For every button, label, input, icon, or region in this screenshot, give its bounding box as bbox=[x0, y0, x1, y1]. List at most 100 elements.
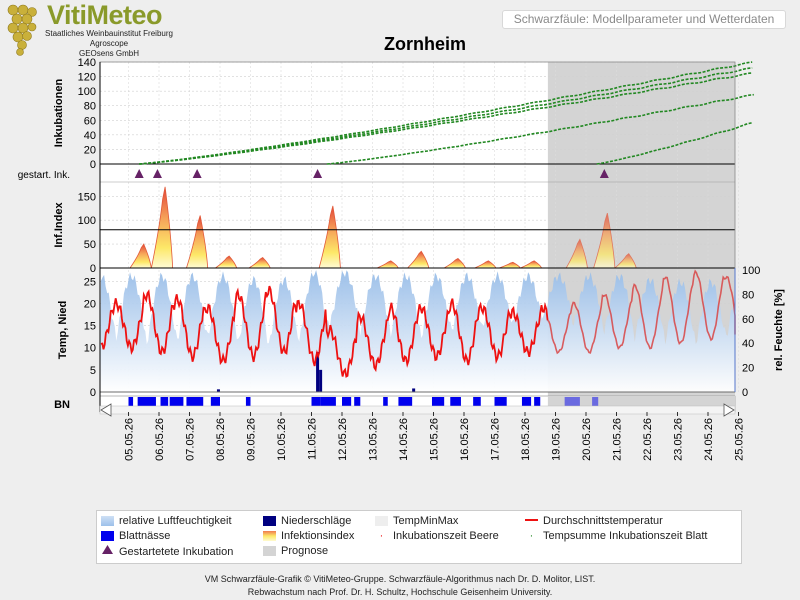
y-tick-label: 80 bbox=[84, 101, 96, 113]
chart-title: Zornheim bbox=[383, 34, 466, 54]
x-tick-label: 15.05.26 bbox=[429, 418, 441, 461]
infection-peak bbox=[406, 250, 430, 269]
started-incubation-marker bbox=[313, 169, 323, 178]
legend-label: Inkubationszeit Beere bbox=[393, 530, 499, 542]
infection-peak bbox=[474, 260, 497, 269]
y-tick-label-right: 100 bbox=[742, 265, 760, 277]
leafwet-bar bbox=[342, 397, 352, 411]
leafwet-axis-label: BN bbox=[54, 399, 70, 411]
y-tick-label: 0 bbox=[90, 159, 96, 171]
infection-peak bbox=[129, 243, 152, 269]
incubation-curve-3 bbox=[326, 93, 754, 165]
legend-item-leaf-incubation: · Tempsumme Inkubationszeit Blatt bbox=[525, 529, 708, 543]
legend-item-tempminmax: TempMinMax bbox=[375, 514, 458, 528]
started-incubation-marker bbox=[192, 169, 202, 178]
rain-swatch bbox=[263, 516, 276, 527]
leafwet-bar bbox=[534, 397, 541, 411]
logo-title: VitiMeteo bbox=[47, 0, 163, 30]
started-incubation-label: gestart. Ink. bbox=[18, 170, 70, 181]
x-tick-label: 25.05.26 bbox=[734, 418, 746, 461]
triangle-icon bbox=[101, 544, 114, 559]
infection-peak bbox=[442, 257, 467, 269]
leafwet-bar bbox=[592, 397, 599, 411]
legend-label: relative Luftfeuchtigkeit bbox=[119, 515, 232, 527]
started-incubation-marker bbox=[134, 169, 144, 178]
started-incubation-marker bbox=[152, 169, 162, 178]
leafwet-bar bbox=[354, 397, 361, 411]
y-tick-label-right: 0 bbox=[742, 387, 748, 399]
x-tick-label: 07.05.26 bbox=[185, 418, 197, 461]
leafwet-bar bbox=[311, 397, 321, 411]
x-tick-label: 22.05.26 bbox=[642, 418, 654, 461]
humidity-swatch bbox=[101, 516, 114, 527]
legend: relative Luftfeuchtigkeit Niederschläge … bbox=[96, 510, 742, 564]
y-tick-label: 0 bbox=[90, 263, 96, 275]
header-info-box: Schwarzfäule: Modellparameter und Wetter… bbox=[502, 10, 786, 29]
leaf-dot-icon: · bbox=[529, 530, 534, 542]
scroll-left-arrow bbox=[100, 403, 112, 417]
y-tick-label-right: 60 bbox=[742, 314, 754, 326]
infection-peak bbox=[214, 255, 238, 269]
x-tick-label: 10.05.26 bbox=[276, 418, 288, 461]
prognosis-swatch bbox=[263, 546, 276, 557]
infection-peak bbox=[593, 212, 616, 269]
x-tick-label: 20.05.26 bbox=[581, 418, 593, 461]
y-tick-label-right: 40 bbox=[742, 338, 754, 350]
infection-peak bbox=[318, 205, 341, 269]
legend-item-rain: Niederschläge bbox=[263, 514, 351, 528]
legend-label: Blattnässe bbox=[119, 530, 171, 542]
y-tick-label: 150 bbox=[78, 191, 96, 203]
x-tick-label: 14.05.26 bbox=[398, 418, 410, 461]
x-tick-label: 16.05.26 bbox=[459, 418, 471, 461]
logo-subtitle-3: GEOsens GmbH bbox=[78, 49, 139, 58]
rain-bar bbox=[216, 389, 220, 392]
y-tick-label: 100 bbox=[78, 86, 96, 98]
rain-bar bbox=[319, 369, 323, 392]
leafwet-bar bbox=[245, 397, 251, 411]
legend-item-prognosis: Prognose bbox=[263, 544, 328, 558]
infection-peak bbox=[613, 253, 637, 269]
x-tick-label: 13.05.26 bbox=[368, 418, 380, 461]
infection-peak bbox=[247, 256, 271, 269]
infection-peak bbox=[565, 238, 588, 269]
legend-label: Tempsumme Inkubationszeit Blatt bbox=[543, 530, 708, 542]
y-tick-label: 50 bbox=[84, 239, 96, 251]
y-tick-label-right: 80 bbox=[742, 289, 754, 301]
y-tick-label: 10 bbox=[84, 343, 96, 355]
x-tick-label: 24.05.26 bbox=[703, 418, 715, 461]
berry-dot-icon: · bbox=[379, 530, 384, 542]
leafwet-bar bbox=[383, 397, 388, 411]
y-tick-label-right: 20 bbox=[742, 363, 754, 375]
rain-bar bbox=[412, 388, 416, 392]
infection-swatch bbox=[263, 531, 276, 542]
y-tick-label: 60 bbox=[84, 115, 96, 127]
y-tick-label: 100 bbox=[78, 215, 96, 227]
x-tick-label: 21.05.26 bbox=[612, 418, 624, 461]
legend-item-avgtemp: Durchschnittstemperatur bbox=[525, 514, 663, 528]
legend-item-leafwet: Blattnässe bbox=[101, 529, 170, 543]
x-tick-label: 18.05.26 bbox=[520, 418, 532, 461]
legend-label: Niederschläge bbox=[281, 515, 352, 527]
y-tick-label: 20 bbox=[84, 144, 96, 156]
y-tick-label: 40 bbox=[84, 130, 96, 142]
tempminmax-swatch bbox=[375, 516, 388, 527]
leafwet-bar bbox=[160, 397, 169, 411]
incubation-axis-label: Inkubationen bbox=[53, 79, 65, 148]
temperature-line bbox=[100, 285, 549, 378]
x-tick-label: 12.05.26 bbox=[337, 418, 349, 461]
x-tick-label: 08.05.26 bbox=[215, 418, 227, 461]
legend-label: TempMinMax bbox=[393, 515, 459, 527]
logo-subtitle-1: Staatliches Weinbauinstitut Freiburg bbox=[45, 29, 173, 38]
weather-right-axis-label: rel. Feuchte [%] bbox=[773, 289, 785, 371]
x-tick-label: 11.05.26 bbox=[307, 418, 319, 460]
x-tick-label: 09.05.26 bbox=[246, 418, 258, 461]
infection-axis-label: Inf.Index bbox=[53, 202, 65, 248]
incubation-curve-0 bbox=[139, 61, 753, 165]
infection-peak bbox=[520, 260, 543, 269]
x-tick-label: 05.05.26 bbox=[124, 418, 136, 461]
temperature-line-prognosis bbox=[547, 269, 736, 355]
logo-grape-icon bbox=[3, 2, 39, 56]
x-tick-label: 17.05.26 bbox=[490, 418, 502, 461]
infection-peak bbox=[150, 186, 174, 269]
